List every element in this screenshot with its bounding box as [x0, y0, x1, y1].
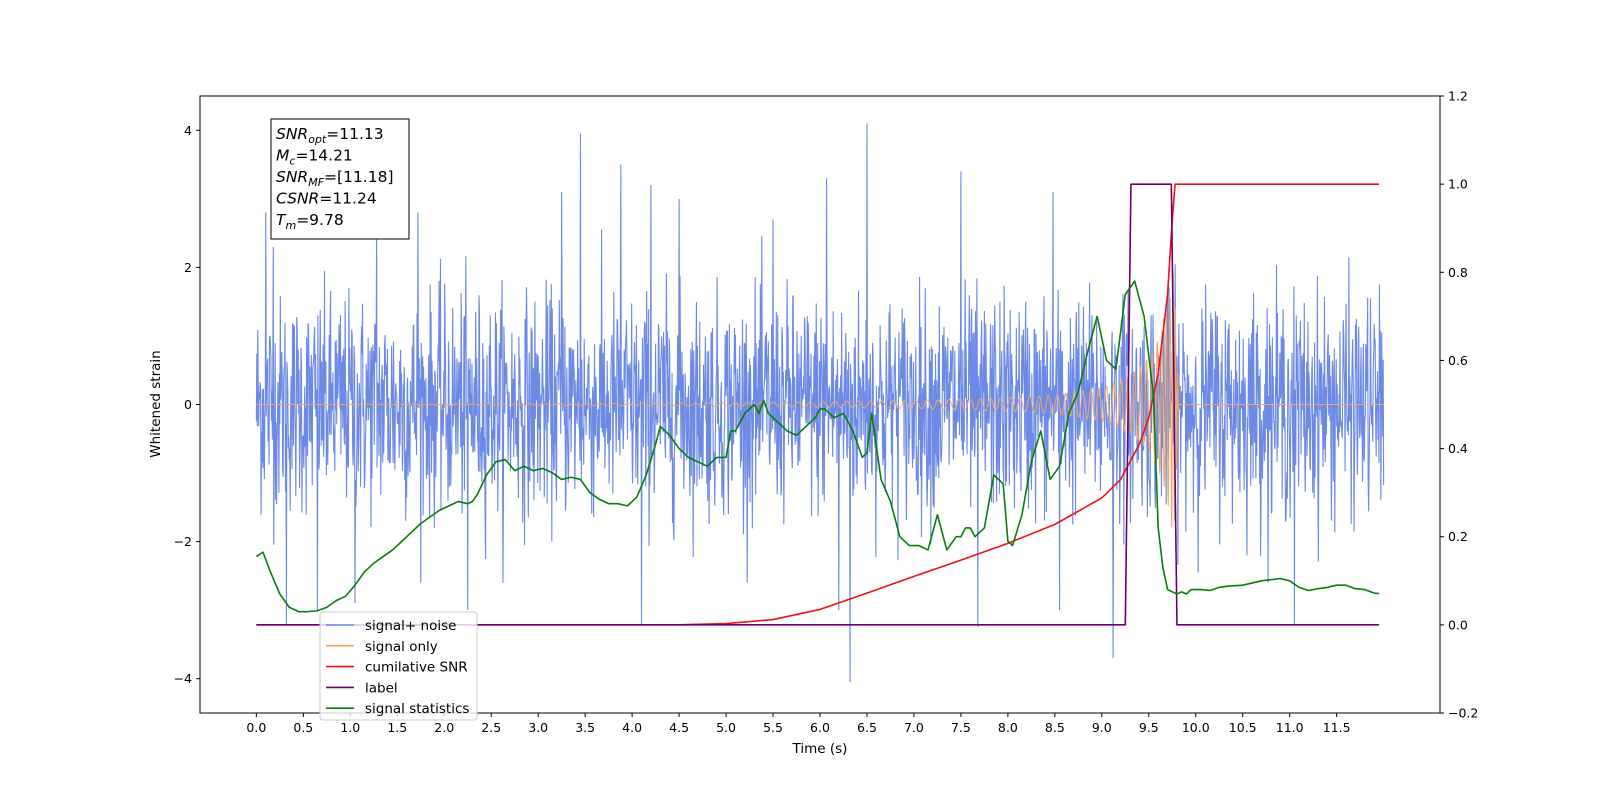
right-y-tick-label: 0.2	[1448, 529, 1468, 544]
right-y-tick-label: 0.4	[1448, 441, 1468, 456]
legend-label-signal-noise: signal+ noise	[365, 618, 456, 634]
x-tick-label: 0.0	[246, 720, 266, 735]
left-y-axis-ticks: −4 −2 0 2 4	[174, 123, 200, 686]
legend-label-signal-only: signal only	[365, 639, 438, 655]
series-signal-noise	[255, 123, 1385, 683]
legend-label-signal-statistics: signal statistics	[365, 701, 469, 717]
x-tick-label: 8.0	[998, 720, 1018, 735]
x-tick-label: 5.0	[716, 720, 736, 735]
x-tick-label: 1.5	[387, 720, 407, 735]
x-tick-label: 2.5	[481, 720, 501, 735]
right-y-tick-label: −0.2	[1448, 706, 1478, 721]
x-tick-label: 4.5	[669, 720, 689, 735]
right-y-axis-ticks: −0.2 0.0 0.2 0.4 0.6 0.8 1.0 1.2	[1440, 89, 1478, 721]
annotation-subscript: m	[285, 219, 296, 232]
annotation-value: =14.21	[295, 147, 352, 165]
annotation-value: =[11.18]	[324, 168, 393, 186]
legend: signal+ noise signal only cumilative SNR la…	[319, 611, 478, 721]
x-tick-label: 7.5	[951, 720, 971, 735]
x-tick-label: 6.0	[810, 720, 830, 735]
annotation-subscript: opt	[308, 133, 327, 146]
left-y-tick-label: −4	[174, 671, 192, 686]
x-tick-label: 10.0	[1182, 720, 1210, 735]
x-tick-label: 1.0	[340, 720, 360, 735]
x-tick-label: 7.0	[904, 720, 924, 735]
left-y-tick-label: −2	[174, 534, 192, 549]
right-y-tick-label: 1.0	[1448, 177, 1468, 192]
legend-frame	[319, 611, 478, 721]
annotation-symbol: CSNR	[276, 190, 319, 208]
annotation-symbol: T	[276, 211, 287, 229]
annotation-subscript: MF	[308, 176, 324, 189]
annotation-frame	[270, 118, 410, 240]
annotation-line: CSNR=11.24	[276, 190, 377, 208]
annotation-line: Mc=14.21	[276, 147, 353, 168]
annotation-subscript: c	[289, 155, 295, 168]
x-tick-label: 3.5	[575, 720, 595, 735]
x-tick-label: 6.5	[857, 720, 877, 735]
annotation-line: SNRopt=11.13	[276, 125, 384, 146]
right-y-tick-label: 1.2	[1448, 89, 1468, 104]
x-axis-label: Time (s)	[792, 741, 848, 757]
annotation-value: =11.24	[319, 190, 376, 208]
x-tick-label: 9.0	[1092, 720, 1112, 735]
x-tick-label: 5.5	[763, 720, 783, 735]
left-y-tick-label: 2	[184, 260, 192, 275]
y-axis-label: Whitened strain	[148, 350, 164, 457]
x-tick-label: 11.5	[1323, 720, 1351, 735]
plot-series	[255, 123, 1385, 683]
series-cumilative-snr	[256, 183, 1379, 626]
series-signal-statistics	[255, 280, 1380, 613]
annotation-symbol: SNR	[276, 168, 308, 186]
x-tick-label: 10.5	[1229, 720, 1257, 735]
series-signal-only	[256, 273, 1384, 528]
legend-label-cumilative-snr: cumilative SNR	[365, 660, 468, 676]
series-label	[256, 183, 1379, 626]
annotation-line: SNRMF=[11.18]	[276, 168, 394, 189]
annotation-value: =11.13	[326, 125, 383, 143]
right-y-tick-label: 0.6	[1448, 353, 1468, 368]
annotation-box: SNRopt=11.13Mc=14.21SNRMF=[11.18]CSNR=11…	[270, 118, 410, 240]
annotation-symbol: M	[276, 147, 289, 165]
left-y-tick-label: 4	[184, 123, 192, 138]
x-tick-label: 8.5	[1045, 720, 1065, 735]
x-tick-label: 11.0	[1276, 720, 1304, 735]
left-y-tick-label: 0	[184, 397, 192, 412]
x-tick-label: 0.5	[293, 720, 313, 735]
x-tick-label: 3.0	[528, 720, 548, 735]
x-tick-label: 9.5	[1139, 720, 1159, 735]
legend-label-label: label	[365, 680, 398, 696]
x-tick-label: 2.0	[434, 720, 454, 735]
annotation-line: Tm=9.78	[276, 211, 344, 232]
x-tick-label: 4.0	[622, 720, 642, 735]
right-y-tick-label: 0.0	[1448, 617, 1468, 632]
annotation-value: =9.78	[296, 211, 344, 229]
right-y-tick-label: 0.8	[1448, 265, 1468, 280]
annotation-symbol: SNR	[276, 125, 308, 143]
x-axis-ticks: 0.0 0.5 1.0 1.5 2.0 2.5 3.0 3.5 4.0 4.5 5.0 5.5 6.0 6…	[246, 713, 1351, 735]
